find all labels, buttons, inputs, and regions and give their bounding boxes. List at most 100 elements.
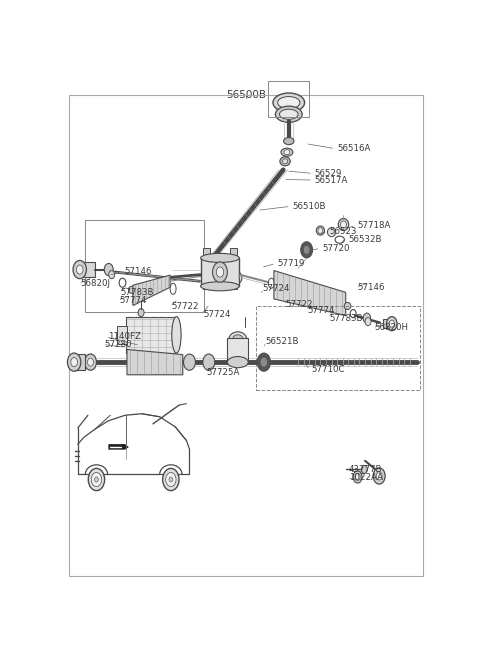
Circle shape bbox=[91, 472, 102, 487]
Text: 43777B: 43777B bbox=[349, 465, 383, 474]
Circle shape bbox=[109, 271, 115, 279]
Circle shape bbox=[355, 474, 360, 480]
Text: 57720: 57720 bbox=[322, 244, 350, 253]
Text: 56523: 56523 bbox=[330, 227, 357, 236]
Text: 57774: 57774 bbox=[307, 306, 335, 315]
Ellipse shape bbox=[284, 150, 290, 155]
Circle shape bbox=[138, 309, 144, 317]
Text: 56517A: 56517A bbox=[315, 175, 348, 185]
Text: 57783B: 57783B bbox=[120, 288, 154, 297]
Circle shape bbox=[361, 465, 367, 474]
Circle shape bbox=[260, 357, 267, 367]
Polygon shape bbox=[274, 271, 346, 315]
Circle shape bbox=[303, 245, 310, 254]
Polygon shape bbox=[81, 262, 95, 277]
Ellipse shape bbox=[279, 109, 298, 120]
Circle shape bbox=[373, 468, 385, 484]
Ellipse shape bbox=[129, 286, 135, 293]
Text: 56510B: 56510B bbox=[292, 202, 326, 211]
Ellipse shape bbox=[229, 332, 247, 347]
Circle shape bbox=[216, 267, 224, 277]
Text: 57718A: 57718A bbox=[358, 221, 391, 230]
Bar bbox=[85, 221, 204, 311]
Text: 56521B: 56521B bbox=[266, 338, 299, 346]
Bar bbox=[268, 81, 309, 117]
Text: 57774: 57774 bbox=[120, 296, 147, 305]
Circle shape bbox=[365, 317, 371, 326]
Text: 57724: 57724 bbox=[263, 284, 290, 293]
Circle shape bbox=[386, 317, 397, 330]
Polygon shape bbox=[201, 258, 240, 286]
Circle shape bbox=[76, 265, 83, 274]
Text: 56500B: 56500B bbox=[226, 90, 266, 100]
Bar bbox=[230, 276, 237, 289]
Circle shape bbox=[353, 471, 362, 483]
Ellipse shape bbox=[282, 159, 288, 164]
Text: 1140FZ: 1140FZ bbox=[108, 332, 141, 342]
Circle shape bbox=[389, 320, 395, 327]
Ellipse shape bbox=[201, 282, 240, 291]
Circle shape bbox=[203, 354, 215, 371]
Text: 57280: 57280 bbox=[105, 340, 132, 349]
Text: 1022AA: 1022AA bbox=[349, 473, 383, 482]
Bar bbox=[117, 326, 127, 344]
Circle shape bbox=[213, 262, 228, 283]
Circle shape bbox=[73, 260, 86, 279]
Polygon shape bbox=[133, 275, 170, 306]
Text: 57724: 57724 bbox=[203, 310, 231, 319]
Text: 56532B: 56532B bbox=[348, 235, 382, 244]
Ellipse shape bbox=[284, 137, 294, 145]
Polygon shape bbox=[383, 319, 393, 328]
Ellipse shape bbox=[340, 221, 347, 228]
Ellipse shape bbox=[277, 97, 300, 108]
Text: 56820H: 56820H bbox=[374, 323, 408, 332]
Bar bbox=[228, 338, 248, 362]
Ellipse shape bbox=[273, 93, 305, 112]
Circle shape bbox=[95, 477, 98, 482]
Ellipse shape bbox=[211, 259, 229, 278]
Text: 57146: 57146 bbox=[358, 283, 385, 292]
Ellipse shape bbox=[172, 317, 181, 353]
Polygon shape bbox=[127, 350, 183, 374]
Bar bbox=[126, 317, 177, 353]
Ellipse shape bbox=[281, 148, 293, 156]
Text: 57719: 57719 bbox=[277, 259, 305, 268]
Circle shape bbox=[363, 313, 371, 323]
Circle shape bbox=[169, 477, 173, 482]
Bar bbox=[203, 248, 210, 261]
Circle shape bbox=[183, 354, 195, 371]
Circle shape bbox=[71, 357, 77, 367]
Ellipse shape bbox=[327, 227, 336, 237]
Circle shape bbox=[300, 242, 312, 258]
Circle shape bbox=[376, 472, 382, 480]
Ellipse shape bbox=[276, 106, 302, 122]
Ellipse shape bbox=[201, 254, 240, 263]
Text: 57146: 57146 bbox=[124, 267, 152, 275]
Ellipse shape bbox=[280, 157, 290, 166]
Text: 56820J: 56820J bbox=[81, 279, 110, 288]
Ellipse shape bbox=[316, 226, 324, 235]
Ellipse shape bbox=[228, 357, 248, 368]
Circle shape bbox=[87, 358, 94, 366]
Text: 56529: 56529 bbox=[315, 169, 342, 178]
Ellipse shape bbox=[338, 219, 348, 231]
Bar bbox=[203, 276, 210, 289]
Circle shape bbox=[166, 472, 176, 487]
Ellipse shape bbox=[233, 335, 243, 344]
Text: 57722: 57722 bbox=[172, 302, 199, 311]
Circle shape bbox=[84, 354, 96, 371]
Text: 57722: 57722 bbox=[285, 300, 312, 309]
Bar bbox=[230, 248, 237, 261]
Polygon shape bbox=[75, 354, 85, 371]
Circle shape bbox=[104, 263, 113, 276]
Text: 57783B: 57783B bbox=[330, 313, 363, 323]
Circle shape bbox=[67, 353, 81, 371]
Ellipse shape bbox=[318, 228, 323, 233]
Circle shape bbox=[257, 353, 271, 371]
Ellipse shape bbox=[206, 254, 233, 283]
Ellipse shape bbox=[344, 302, 351, 309]
Circle shape bbox=[88, 468, 105, 491]
Text: 57725A: 57725A bbox=[206, 368, 240, 376]
Bar bbox=[256, 306, 420, 390]
Text: 56516A: 56516A bbox=[337, 144, 371, 153]
